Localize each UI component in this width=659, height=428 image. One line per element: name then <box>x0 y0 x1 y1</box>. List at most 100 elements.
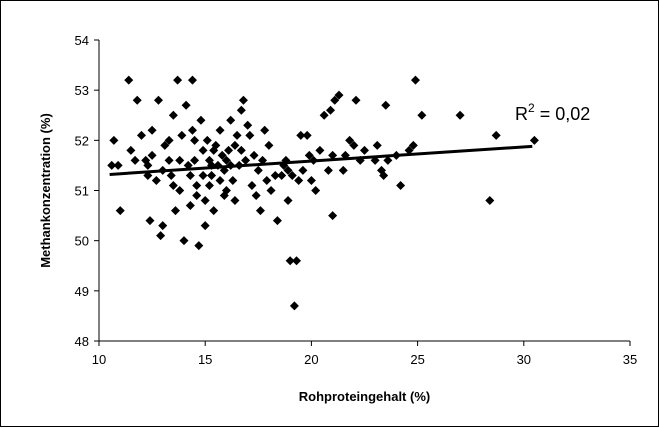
data-point <box>285 256 295 266</box>
data-point <box>319 110 329 120</box>
data-point <box>264 140 274 150</box>
data-point <box>491 130 501 140</box>
data-point <box>202 135 212 145</box>
data-point <box>226 115 236 125</box>
y-tick-label: 48 <box>75 334 89 349</box>
data-point <box>249 150 259 160</box>
data-point <box>232 130 242 140</box>
x-tick-label: 30 <box>517 352 531 367</box>
data-point <box>296 130 306 140</box>
data-point <box>107 160 117 170</box>
data-point <box>164 155 174 165</box>
data-point <box>109 135 119 145</box>
data-point <box>381 100 391 110</box>
data-point <box>372 140 382 150</box>
data-point <box>260 125 270 135</box>
x-tick-label: 25 <box>410 352 424 367</box>
data-point <box>185 170 195 180</box>
data-point <box>198 145 208 155</box>
data-point <box>124 75 134 85</box>
data-point <box>323 165 333 175</box>
data-point <box>187 75 197 85</box>
data-point <box>330 95 340 105</box>
data-point <box>410 75 420 85</box>
data-point <box>253 165 263 175</box>
data-point <box>147 150 157 160</box>
data-point <box>289 301 299 311</box>
r2-superscript: 2 <box>528 101 535 115</box>
y-tick-label: 49 <box>75 284 89 299</box>
y-tick-label: 52 <box>75 133 89 148</box>
data-point <box>164 135 174 145</box>
data-point <box>328 211 338 221</box>
data-point <box>349 140 359 150</box>
y-tick-label: 51 <box>75 184 89 199</box>
data-point <box>230 196 240 206</box>
data-points <box>107 75 539 311</box>
data-point <box>379 170 389 180</box>
data-point <box>166 170 176 180</box>
r2-value: = 0,02 <box>535 104 591 124</box>
data-point <box>311 186 321 195</box>
data-point <box>194 241 204 251</box>
data-point <box>196 115 206 125</box>
data-point <box>181 100 191 110</box>
data-point <box>338 165 348 175</box>
data-point <box>215 125 225 135</box>
data-point <box>224 145 234 155</box>
data-point <box>130 155 140 165</box>
data-point <box>328 150 338 160</box>
data-point <box>529 135 539 145</box>
data-point <box>170 206 180 216</box>
data-point <box>283 196 293 206</box>
data-point <box>115 206 125 216</box>
data-point <box>417 110 427 120</box>
data-point <box>190 135 200 145</box>
data-point <box>262 175 272 185</box>
data-point <box>185 201 195 211</box>
data-point <box>292 256 302 266</box>
data-point <box>306 175 316 185</box>
data-point <box>179 236 189 246</box>
x-tick-label: 35 <box>623 352 637 367</box>
data-point <box>298 165 308 175</box>
data-point <box>294 175 304 185</box>
data-point <box>145 216 155 226</box>
data-point <box>302 130 312 140</box>
data-point <box>485 196 495 206</box>
data-point <box>177 130 187 140</box>
x-axis-title: Rohproteingehalt (%) <box>299 389 430 404</box>
y-tick-label: 50 <box>75 234 89 249</box>
data-point <box>272 216 282 226</box>
data-point <box>245 130 255 140</box>
data-point <box>204 180 214 190</box>
data-point <box>200 221 210 231</box>
data-point <box>277 170 287 180</box>
x-tick-label: 10 <box>92 352 106 367</box>
data-point <box>221 186 231 195</box>
data-point <box>334 90 344 100</box>
x-tick-label: 15 <box>198 352 212 367</box>
data-point <box>156 231 166 241</box>
r-squared-annotation: R2 = 0,02 <box>515 101 590 124</box>
data-point <box>247 180 257 190</box>
data-point <box>168 180 178 190</box>
data-point <box>175 186 185 195</box>
data-point <box>143 160 153 170</box>
data-point <box>315 145 325 155</box>
data-point <box>113 160 123 170</box>
data-point <box>147 125 157 135</box>
data-point <box>209 206 219 216</box>
data-point <box>283 165 293 175</box>
data-point <box>351 95 361 105</box>
data-point <box>404 145 414 155</box>
data-point <box>345 135 355 145</box>
data-point <box>270 170 280 180</box>
data-point <box>236 105 246 115</box>
data-point <box>236 145 246 155</box>
data-point <box>158 221 168 231</box>
axes <box>94 39 631 346</box>
data-point <box>215 175 225 185</box>
data-point <box>132 95 142 105</box>
data-point <box>287 170 297 180</box>
